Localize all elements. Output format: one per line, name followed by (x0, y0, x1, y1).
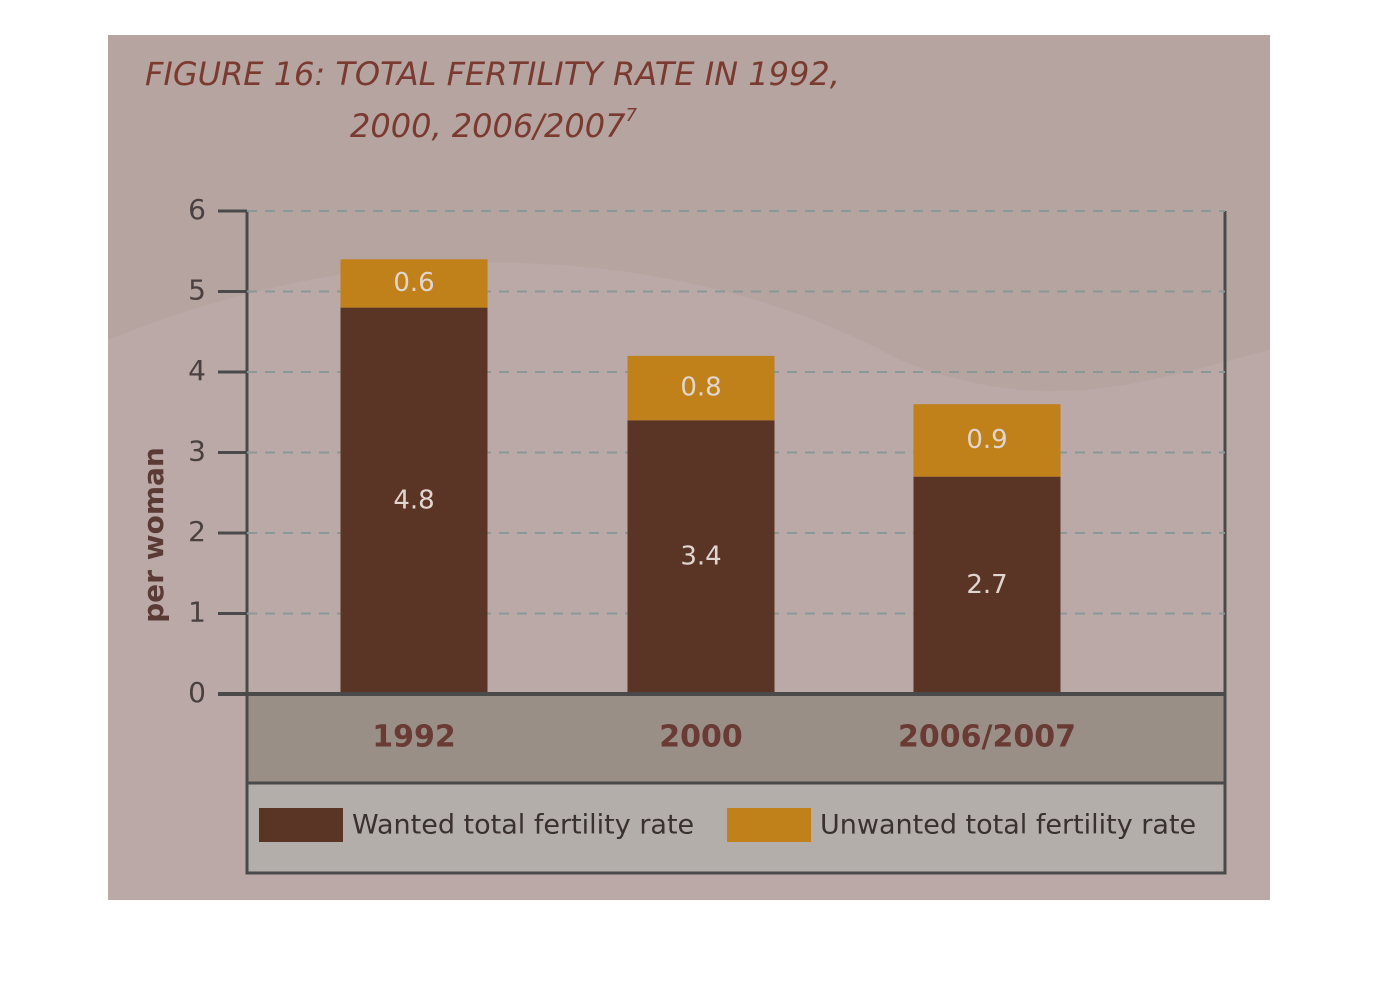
x-tick-label: 2006/2007 (898, 720, 1076, 755)
legend-swatch (259, 808, 343, 842)
chart-title: FIGURE 16: TOTAL FERTILITY RATE IN 1992,… (145, 55, 850, 145)
value-label: 3.4 (680, 542, 721, 572)
value-label: 4.8 (393, 485, 434, 515)
bar-segment (913, 476, 1061, 694)
value-label: 0.6 (393, 268, 434, 298)
legend-label: Unwanted total fertility rate (820, 810, 1196, 841)
bar-segment (627, 355, 775, 421)
category-band (247, 694, 1225, 783)
y-tick-label: 1 (188, 596, 206, 629)
value-label: 0.9 (966, 425, 1007, 455)
legend-swatch (727, 808, 811, 842)
y-tick-label: 4 (188, 354, 206, 387)
title-note: 7 (625, 105, 637, 126)
x-tick-label: 1992 (372, 720, 456, 755)
legend-label: Wanted total fertility rate (352, 810, 694, 841)
y-tick-label: 2 (188, 515, 206, 548)
value-label: 0.8 (680, 373, 721, 403)
bar-segment (340, 307, 488, 694)
bar-segment (913, 404, 1061, 477)
y-axis-label: per woman (137, 447, 170, 623)
x-tick-label: 2000 (659, 720, 743, 755)
bar-segment (340, 259, 488, 308)
y-tick-label: 6 (188, 193, 206, 226)
y-tick-label: 3 (188, 435, 206, 468)
title-line: FIGURE 16: TOTAL FERTILITY RATE IN 1992, (145, 55, 840, 93)
bar-segment (627, 420, 775, 694)
title-line: 2000, 2006/2007 (350, 107, 626, 145)
y-tick-label: 5 (188, 274, 206, 307)
y-tick-label: 0 (188, 676, 206, 709)
value-label: 2.7 (966, 570, 1007, 600)
